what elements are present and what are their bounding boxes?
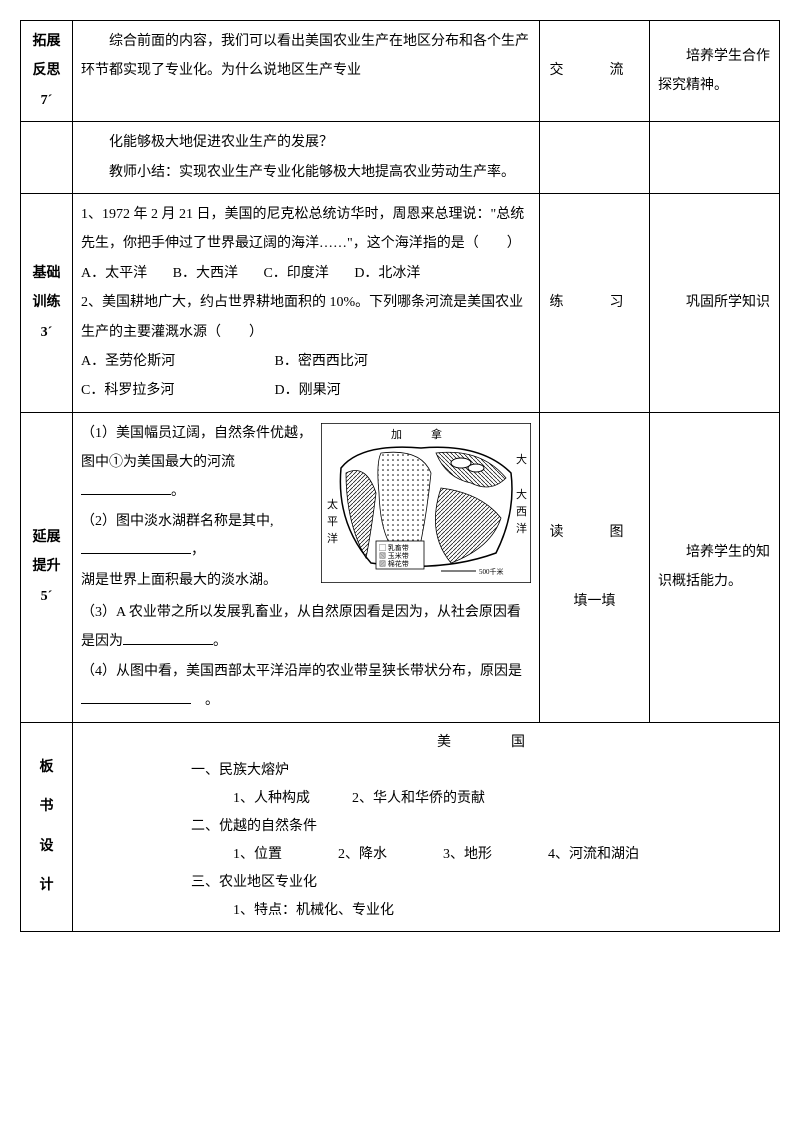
activity-text: 练 习: [550, 295, 640, 310]
text: ，: [191, 543, 205, 558]
paragraph: 教师小结：实现农业生产专业化能够极大地提高农业劳动生产率。: [81, 158, 531, 187]
label-text: 提升: [29, 552, 64, 581]
opt-b: B．大西洋: [173, 259, 238, 288]
options-1: A．太平洋 B．大西洋 C．印度洋 D．北冰洋: [81, 259, 531, 288]
activity-practice: 练 习: [540, 193, 650, 412]
question-1: 1、1972 年 2 月 21 日，美国的尼克松总统访华时，周恩来总理说："总统…: [81, 200, 531, 259]
label-text: 计: [29, 871, 64, 900]
paragraph: 化能够极大地促进农业生产的发展？: [81, 128, 531, 157]
opt-a: A．圣劳伦斯河: [81, 347, 271, 376]
activity-text: 读 图: [548, 518, 641, 547]
svg-text:平: 平: [327, 516, 338, 528]
label-training: 基础 训练 3´: [21, 193, 73, 412]
text: 。: [213, 634, 227, 649]
line: 三、农业地区专业化: [191, 869, 771, 897]
svg-text:500千米: 500千米: [479, 567, 504, 576]
q3: （3）A 农业带之所以发展乳畜业，从自然原因看是因为，从社会原因看是因为。: [81, 598, 531, 657]
goal-text: 巩固所学知识: [658, 288, 771, 317]
paragraph: 综合前面的内容，我们可以看出美国农业生产在地区分布和各个生产环节都实现了专业化。…: [81, 27, 531, 86]
question-2: 2、美国耕地广大，约占世界耕地面积的 10%。下列哪条河流是美国农业生产的主要灌…: [81, 288, 531, 347]
label-text: 板: [29, 753, 64, 782]
line: 一、民族大熔炉: [191, 757, 771, 785]
content-extend: 加 拿 大 大 西 洋 太 平 洋 ▢ 乳畜带 ▧ 玉米带 ▨ 棉花带 500千…: [73, 412, 540, 722]
options-2a: A．圣劳伦斯河 B．密西西比河: [81, 347, 531, 376]
content-expand: 综合前面的内容，我们可以看出美国农业生产在地区分布和各个生产环节都实现了专业化。…: [73, 21, 540, 122]
blank-input[interactable]: [81, 540, 191, 554]
svg-text:太: 太: [327, 498, 338, 511]
row-extend-improve: 延展 提升 5´: [21, 412, 780, 722]
svg-text:西: 西: [516, 506, 527, 518]
label-extend: 延展 提升 5´: [21, 412, 73, 722]
goal-consolidate: 巩固所学知识: [650, 193, 780, 412]
activity-text: 填一填: [548, 587, 641, 616]
goal-text: 培养学生合作探究精神。: [658, 42, 771, 101]
board-content: 美国 一、民族大熔炉 1、人种构成 2、华人和华侨的贡献 二、优越的自然条件 1…: [73, 722, 780, 931]
row-board-design: 板 书 设 计 美国 一、民族大熔炉 1、人种构成 2、华人和华侨的贡献 二、优…: [21, 722, 780, 931]
label-text: 3´: [29, 318, 64, 347]
activity-text: 交 流: [550, 63, 640, 78]
goal-text: 培养学生的知识概括能力。: [658, 538, 771, 597]
blank-input[interactable]: [123, 631, 213, 645]
svg-text:▧ 玉米带: ▧ 玉米带: [379, 551, 409, 560]
label-text: 设: [29, 832, 64, 861]
lesson-plan-table: 拓展 反思 7´ 综合前面的内容，我们可以看出美国农业生产在地区分布和各个生产环…: [20, 20, 780, 932]
row-continuation: 化能够极大地促进农业生产的发展？ 教师小结：实现农业生产专业化能够极大地提高农业…: [21, 122, 780, 194]
board-title: 美国: [191, 729, 771, 757]
label-expand: 拓展 反思 7´: [21, 21, 73, 122]
content-continuation: 化能够极大地促进农业生产的发展？ 教师小结：实现农业生产专业化能够极大地提高农业…: [73, 122, 540, 194]
text: 。: [191, 693, 219, 708]
label-text: 7´: [29, 86, 64, 115]
blank-input[interactable]: [81, 481, 171, 495]
map-icon: 加 拿 大 大 西 洋 太 平 洋 ▢ 乳畜带 ▧ 玉米带 ▨ 棉花带 500千…: [321, 423, 531, 583]
activity-empty: [540, 122, 650, 194]
goal-summarize: 培养学生的知识概括能力。: [650, 412, 780, 722]
svg-text:拿: 拿: [431, 427, 442, 441]
line: 1、特点：机械化、专业化: [191, 897, 771, 925]
line: 1、位置 2、降水 3、地形 4、河流和湖泊: [191, 841, 771, 869]
label-text: 训练: [29, 288, 64, 317]
svg-text:▢ 乳畜带: ▢ 乳畜带: [379, 543, 409, 552]
us-map-figure: 加 拿 大 大 西 洋 太 平 洋 ▢ 乳畜带 ▧ 玉米带 ▨ 棉花带 500千…: [321, 423, 531, 594]
line: 二、优越的自然条件: [191, 813, 771, 841]
svg-text:洋: 洋: [516, 521, 527, 535]
options-2b: C．科罗拉多河 D．刚果河: [81, 376, 531, 405]
goal-empty: [650, 122, 780, 194]
label-board: 板 书 设 计: [21, 722, 73, 931]
svg-text:大: 大: [516, 487, 527, 501]
svg-text:大: 大: [516, 452, 527, 466]
label-text: 基础: [29, 259, 64, 288]
label-text: 5´: [29, 582, 64, 611]
svg-text:洋: 洋: [327, 531, 338, 545]
opt-c: C．印度洋: [263, 259, 328, 288]
opt-c: C．科罗拉多河: [81, 376, 271, 405]
opt-d: D．刚果河: [275, 383, 341, 398]
text: （2）图中淡水湖群名称是其中,: [81, 514, 274, 529]
content-training: 1、1972 年 2 月 21 日，美国的尼克松总统访华时，周恩来总理说："总统…: [73, 193, 540, 412]
line: 1、人种构成 2、华人和华侨的贡献: [191, 785, 771, 813]
text: 。: [171, 484, 185, 499]
opt-d: D．北冰洋: [354, 259, 420, 288]
label-text: 延展: [29, 523, 64, 552]
label-text: 反思: [29, 56, 64, 85]
q4: （4）从图中看，美国西部太平洋沿岸的农业带呈狭长带状分布，原因是 。: [81, 657, 531, 716]
label-text: 书: [29, 792, 64, 821]
activity-read-map: 读 图 填一填: [540, 412, 650, 722]
opt-a: A．太平洋: [81, 259, 147, 288]
board-body: 美国 一、民族大熔炉 1、人种构成 2、华人和华侨的贡献 二、优越的自然条件 1…: [81, 729, 771, 925]
label-text: 拓展: [29, 27, 64, 56]
row-expand-reflect: 拓展 反思 7´ 综合前面的内容，我们可以看出美国农业生产在地区分布和各个生产环…: [21, 21, 780, 122]
activity-exchange: 交 流: [540, 21, 650, 122]
goal-cooperate: 培养学生合作探究精神。: [650, 21, 780, 122]
row-basic-training: 基础 训练 3´ 1、1972 年 2 月 21 日，美国的尼克松总统访华时，周…: [21, 193, 780, 412]
opt-b: B．密西西比河: [275, 354, 368, 369]
label-empty: [21, 122, 73, 194]
svg-text:加: 加: [391, 428, 402, 441]
svg-text:▨ 棉花带: ▨ 棉花带: [379, 559, 409, 568]
blank-input[interactable]: [81, 690, 191, 704]
text: （1）美国幅员辽阔，自然条件优越，图中①为美国最大的河流: [81, 426, 312, 470]
text: （4）从图中看，美国西部太平洋沿岸的农业带呈狭长带状分布，原因是: [81, 664, 522, 679]
